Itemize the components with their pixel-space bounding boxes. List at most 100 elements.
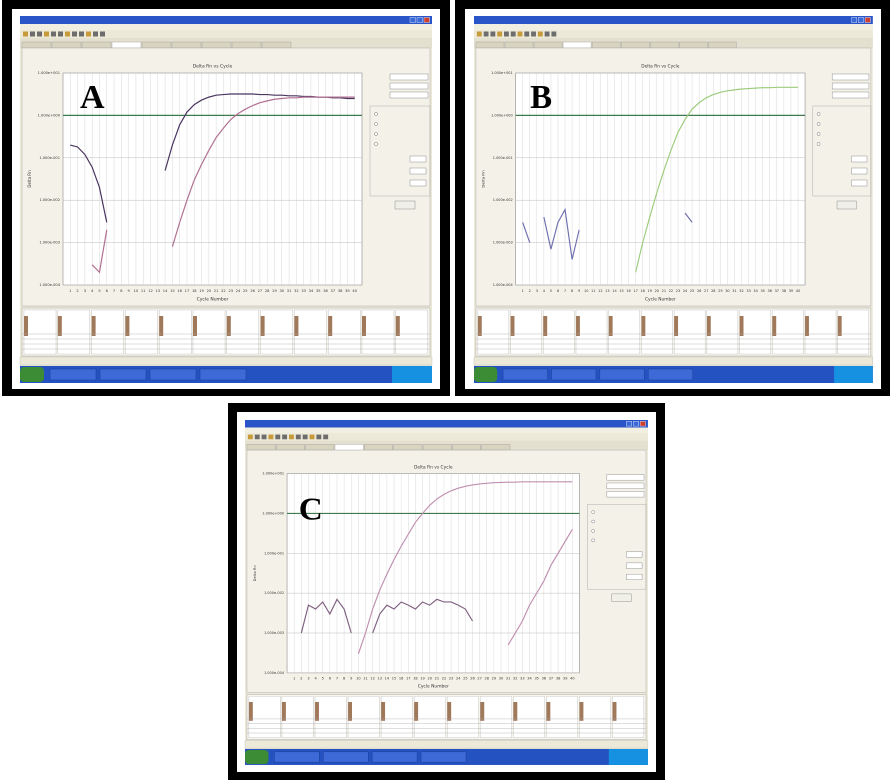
plate-well-marker [511, 316, 515, 336]
x-tick-label: 16 [399, 677, 403, 681]
radio-button [817, 112, 820, 115]
title-bar [474, 16, 873, 24]
task-button[interactable] [503, 369, 548, 380]
x-tick-label: 20 [207, 289, 212, 293]
toolbar-icon [538, 32, 543, 37]
task-button[interactable] [323, 752, 368, 762]
x-tick-label: 15 [619, 289, 623, 293]
chart-title: Delta Rn vs Cycle [641, 63, 679, 69]
task-button[interactable] [648, 369, 693, 380]
dropdown [607, 483, 644, 489]
task-button[interactable] [551, 369, 596, 380]
x-tick-label: 34 [527, 677, 531, 681]
tab [650, 42, 678, 48]
plate-well-marker [362, 316, 366, 336]
plate-well-marker [159, 316, 163, 336]
plate-column [249, 696, 280, 737]
toolbar-icon [282, 435, 287, 440]
window-button [858, 18, 863, 23]
x-tick-label: 9 [578, 289, 580, 293]
y-tick-label: 1.000e+000 [262, 511, 284, 515]
toolbar-icon [86, 32, 91, 37]
plate-well-marker [328, 316, 332, 336]
plate-well-marker [805, 316, 809, 336]
x-tick-label: 18 [640, 289, 644, 293]
y-tick-label: 1.000e-001 [264, 551, 284, 555]
plate-well-marker [478, 316, 482, 336]
help-button[interactable] [395, 201, 415, 209]
plate-column [838, 310, 869, 354]
x-tick-label: 14 [612, 289, 617, 293]
toolbar-icon [524, 32, 529, 37]
plate-well-marker [125, 316, 129, 336]
task-button[interactable] [150, 369, 196, 380]
x-tick-label: 35 [534, 677, 538, 681]
plate-well-marker [396, 316, 400, 336]
task-button[interactable] [100, 369, 146, 380]
x-tick-label: 14 [163, 289, 168, 293]
toolbar-icon [323, 435, 328, 440]
start-button[interactable] [245, 750, 268, 764]
x-tick-label: 3 [84, 289, 86, 293]
x-tick-label: 31 [287, 289, 292, 293]
tab [202, 42, 231, 48]
x-tick-label: 2 [76, 289, 78, 293]
plate-well-marker [513, 702, 517, 721]
tab [262, 42, 291, 48]
x-tick-label: 27 [704, 289, 708, 293]
x-tick-label: 27 [258, 289, 263, 293]
x-tick-label: 28 [265, 289, 270, 293]
x-tick-label: 23 [228, 289, 233, 293]
plate-column [24, 310, 56, 354]
x-tick-label: 7 [113, 289, 115, 293]
y-tick-label: 1.000e+001 [491, 71, 513, 75]
start-button[interactable] [20, 367, 44, 382]
plate-column [511, 310, 542, 354]
plate-column [125, 310, 157, 354]
plate-column [348, 696, 379, 737]
tab [476, 42, 504, 48]
y-tick-label: 1.000e-001 [39, 156, 60, 160]
x-tick-label: 22 [442, 677, 446, 681]
x-tick-label: 34 [753, 289, 758, 293]
plate-well-marker [193, 316, 197, 336]
help-button[interactable] [612, 594, 632, 602]
task-button[interactable] [200, 369, 246, 380]
plate-well-marker [546, 702, 550, 721]
x-tick-label: 5 [322, 677, 324, 681]
toolbar-icon [79, 32, 84, 37]
menu-bar [474, 24, 873, 30]
window-button [633, 421, 638, 426]
task-button[interactable] [372, 752, 417, 762]
x-tick-label: 27 [477, 677, 481, 681]
x-tick-label: 19 [648, 289, 652, 293]
toolbar-icon [262, 435, 267, 440]
tab [52, 42, 81, 48]
plate-column [480, 696, 511, 737]
task-button[interactable] [50, 369, 96, 380]
x-tick-label: 2 [529, 289, 531, 293]
help-button[interactable] [837, 201, 856, 209]
x-tick-label: 26 [250, 289, 255, 293]
x-tick-label: 4 [314, 677, 316, 681]
chart-title: Delta Rn vs Cycle [414, 465, 453, 471]
plate-well-marker [838, 316, 842, 336]
task-button[interactable] [274, 752, 319, 762]
x-tick-label: 24 [456, 677, 460, 681]
plate-well-marker [641, 316, 645, 336]
plate-well-marker [414, 702, 418, 721]
y-tick-label: 1.000e-004 [264, 671, 284, 675]
x-tick-label: 20 [655, 289, 660, 293]
toolbar-icon [93, 32, 98, 37]
x-tick-label: 9 [350, 677, 352, 681]
tab [142, 42, 171, 48]
task-button[interactable] [421, 752, 466, 762]
x-tick-label: 29 [718, 289, 722, 293]
task-button[interactable] [600, 369, 645, 380]
input-box [852, 180, 867, 186]
start-button[interactable] [474, 367, 497, 382]
plate-well-marker [447, 702, 451, 721]
toolbar-icon [51, 32, 56, 37]
